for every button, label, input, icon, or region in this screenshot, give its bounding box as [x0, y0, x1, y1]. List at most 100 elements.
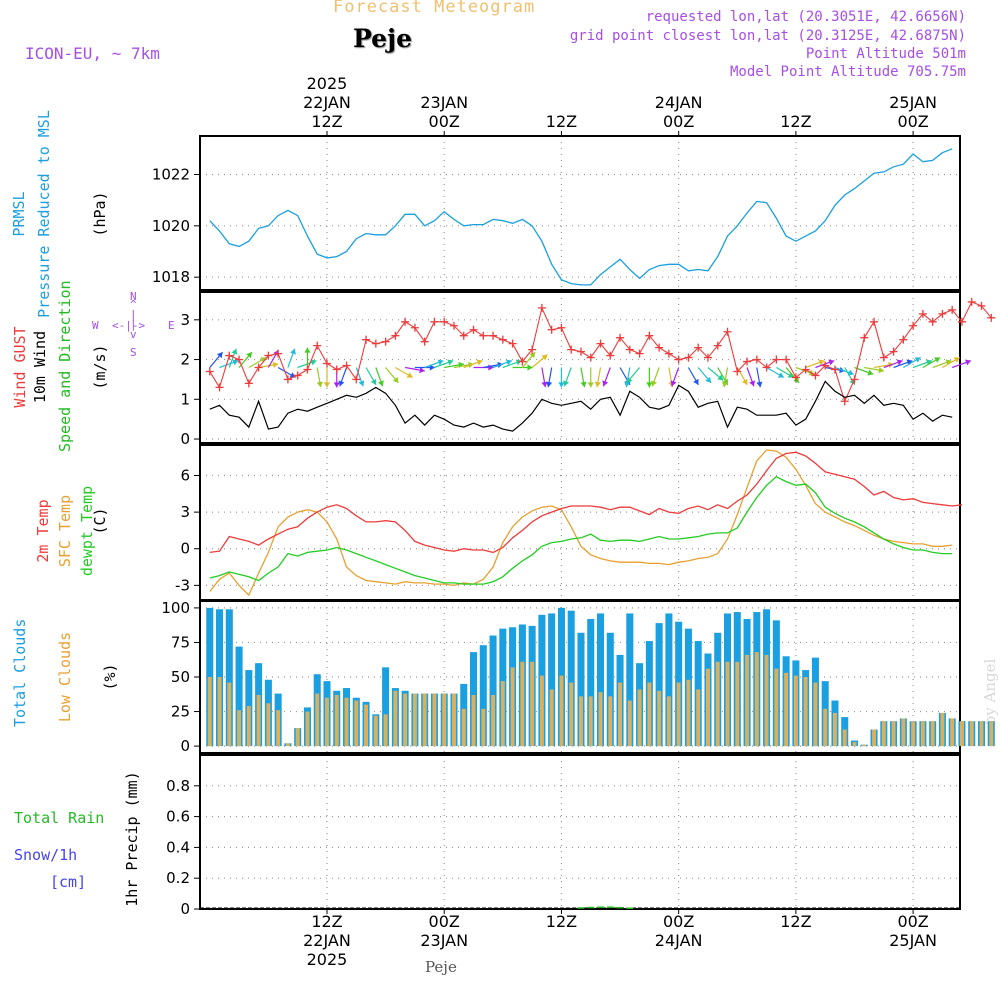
low-clouds-bar	[666, 696, 671, 747]
wind-gust-point	[440, 317, 449, 326]
low-clouds-bar	[696, 689, 701, 747]
temp-ytick-label: 6	[180, 467, 190, 485]
low-clouds-bar	[754, 652, 759, 747]
total-clouds-bar	[235, 646, 243, 747]
wind-direction-arrowhead	[541, 354, 548, 361]
wind-direction-arrowhead	[447, 359, 454, 366]
wind-direction-arrowhead	[777, 372, 784, 378]
wind-gust-point	[293, 371, 302, 380]
wind-direction-arrowhead	[260, 357, 267, 363]
wind-direction-arrowhead	[419, 367, 425, 374]
wind-gust-point	[811, 371, 820, 380]
low-clouds-bar	[403, 693, 408, 747]
low-clouds-bar	[969, 721, 974, 747]
wind-gust-point	[303, 365, 312, 374]
low-clouds-bar	[832, 712, 837, 747]
low-clouds-bar	[471, 694, 476, 747]
wind-direction-arrowhead	[717, 374, 724, 381]
wind-direction-arrowhead	[232, 359, 239, 366]
wind-direction-arrowhead	[246, 352, 252, 359]
wind-direction-arrowhead	[310, 359, 317, 366]
low-clouds-bar	[481, 708, 486, 747]
wind-gust-point	[449, 321, 458, 330]
low-clouds-bar	[373, 715, 378, 747]
wind-direction-arrowhead	[847, 369, 854, 376]
wind-gust-point	[684, 353, 693, 362]
low-clouds-bar	[959, 721, 964, 747]
wind-gust-point	[225, 351, 234, 360]
low-clouds-bar	[881, 721, 886, 747]
low-clouds-bar	[608, 696, 613, 747]
clouds-frame	[199, 600, 961, 754]
wind-direction-arrowhead	[437, 359, 444, 366]
low-clouds-bar	[364, 704, 369, 747]
wind-gust-point	[459, 331, 468, 340]
wind-direction-arrowhead	[867, 369, 874, 376]
wind-ytick-label: 3	[180, 311, 190, 329]
wind-gust-point	[576, 347, 585, 356]
pressure-frame	[199, 135, 961, 291]
wind-gust-point	[498, 335, 507, 344]
low-clouds-bar	[872, 729, 877, 747]
total-clouds-bar	[479, 645, 487, 747]
temp-ytick-label: -3	[175, 576, 190, 594]
low-clouds-bar	[510, 667, 515, 747]
wind-gust-point	[977, 301, 986, 310]
wind-direction-arrowhead	[231, 348, 238, 355]
low-clouds-bar	[246, 706, 251, 747]
wind-direction-arrowhead	[721, 381, 728, 388]
low-clouds-bar	[266, 703, 271, 747]
wind-10m-line	[209, 380, 953, 432]
wind-direction-arrowhead	[529, 352, 536, 359]
low-clouds-bar	[432, 693, 437, 747]
total-clouds-bar	[225, 609, 233, 747]
clouds-ytick-label: 100	[161, 599, 190, 617]
model-label: ICON-EU, ~ 7km	[25, 44, 160, 63]
low-clouds-bar	[549, 689, 554, 747]
sfc-temp-line	[209, 449, 953, 597]
wind-direction-arrowhead	[756, 381, 763, 388]
wind-gust-point	[557, 323, 566, 332]
total-clouds-bar	[596, 613, 605, 747]
wind-gust-point	[596, 339, 605, 348]
wind-direction-arrowhead	[749, 380, 756, 387]
wind-gust-point	[508, 339, 517, 348]
top-axis-label: 2025	[306, 74, 348, 93]
top-axis-label: 12Z	[311, 112, 343, 131]
wind-direction-arrowhead	[216, 352, 223, 359]
wind-gust-point	[283, 375, 292, 384]
pressure-ytick-label: 1018	[152, 268, 190, 286]
wind-direction-arrowhead	[323, 382, 331, 388]
low-clouds-bar	[285, 743, 290, 747]
low-clouds-bar	[842, 729, 847, 747]
wind-gust-point	[743, 357, 752, 366]
wind-ytick-label: 0	[180, 430, 190, 448]
low-clouds-bar	[334, 694, 339, 747]
wind-gust-point	[381, 337, 390, 346]
low-clouds-bar	[618, 682, 623, 747]
low-clouds-bar	[227, 682, 232, 747]
temp-2m-line	[209, 451, 963, 554]
wind-gust-point	[772, 355, 781, 364]
wind-gust-point	[899, 335, 908, 344]
low-clouds-bar	[989, 721, 994, 747]
wind-direction-arrowhead	[587, 382, 594, 388]
top-axis-label: 00Z	[428, 112, 460, 131]
wind-direction-arrowhead	[316, 381, 323, 388]
bottom-axis-label: 2025	[306, 950, 348, 969]
low-clouds-bar	[305, 711, 310, 747]
wind-direction-arrowhead	[370, 378, 377, 385]
wind-direction-arrowhead	[594, 381, 601, 388]
wind-direction-arrowhead	[358, 380, 365, 387]
snow-unit-label: [cm]	[50, 873, 87, 891]
wind-gust-point	[420, 337, 429, 346]
wind-ytick-label: 1	[180, 390, 190, 408]
wind-gust-point	[616, 333, 625, 342]
low-clouds-bar	[588, 696, 593, 747]
wind-gust-point	[840, 397, 849, 406]
wind-gust-point	[625, 345, 634, 354]
wind-direction-arrowhead	[914, 357, 921, 363]
low-clouds-bar	[813, 682, 818, 747]
low-clouds-bar	[422, 693, 427, 747]
